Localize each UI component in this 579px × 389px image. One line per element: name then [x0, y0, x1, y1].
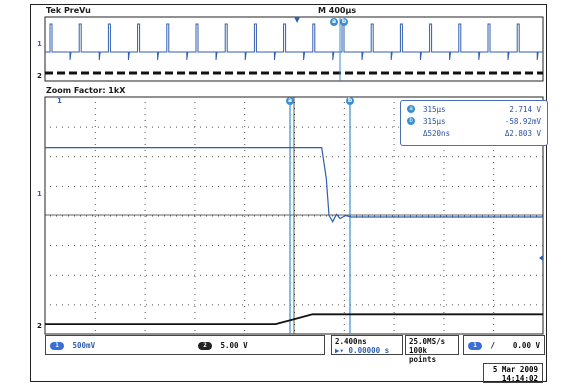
acquisition-settings[interactable]: 25.0MS/s 100k points	[405, 335, 459, 364]
cursor-b-time: 315µs	[423, 117, 446, 126]
ch1-waveform	[45, 147, 543, 223]
header-brand: Tek PreVu	[46, 6, 91, 15]
overview-ch2-ref-marker: 2	[37, 72, 42, 80]
cursor-readout-row-delta: Δ520ns Δ2.803 V	[401, 129, 547, 139]
horizontal-settings[interactable]: 2.400ns ▶▾ 0.00000 s	[331, 335, 403, 355]
overview-waveform	[45, 23, 543, 61]
trigger-source-badge: 1	[468, 342, 482, 350]
date-label: 5 Mar 2009	[492, 365, 538, 374]
channel-scale-bar[interactable]: 1 500mV 2 5.00 V	[45, 335, 325, 355]
ch1-scale: 500mV	[72, 341, 96, 350]
cursor-readout-row-a: a 315µs 2.714 V	[401, 105, 547, 115]
cursor-readout-panel: a 315µs 2.714 V b 315µs -58.92mV Δ520ns …	[400, 100, 548, 146]
overview-cursor-marker-b[interactable]: b	[340, 18, 348, 26]
ch1-top-marker: 1	[57, 97, 62, 105]
header-mode: PreVu	[63, 6, 91, 15]
ch2-ground-marker: 2	[37, 322, 42, 330]
time-offset: ▶▾ 0.00000 s	[335, 346, 390, 355]
cursor-b-marker[interactable]: b	[346, 97, 354, 105]
cursor-delta-time: Δ520ns	[423, 129, 451, 138]
ch2-waveform	[45, 313, 543, 325]
cursor-a-marker[interactable]: a	[286, 97, 294, 105]
time-scale: 2.400ns	[335, 337, 367, 346]
ch2-scale: 5.00 V	[220, 341, 248, 350]
time-label: 14:14:02	[501, 374, 538, 383]
overview-graticule	[44, 16, 544, 82]
cursor-a-icon: a	[407, 105, 415, 113]
header-timebase: M 400µs	[318, 6, 357, 15]
sample-rate: 25.0MS/s	[409, 337, 446, 346]
cursor-a-time: 315µs	[423, 105, 446, 114]
record-length: 100k points	[409, 346, 437, 364]
ch1-ground-marker: 1	[37, 190, 42, 198]
overview-ch1-ref-marker: 1	[37, 40, 42, 48]
trigger-position-icon: ▼	[294, 15, 301, 24]
ch1-badge: 1	[50, 342, 64, 350]
overview-cursor-marker-a[interactable]: a	[330, 18, 338, 26]
timestamp: 5 Mar 2009 14:14:02	[483, 363, 543, 383]
cursor-b-value: -58.92mV	[504, 117, 541, 126]
cursor-delta-value: Δ2.803 V	[504, 129, 541, 138]
cursor-readout-row-b: b 315µs -58.92mV	[401, 117, 547, 127]
trigger-level: 0.00 V	[512, 341, 540, 350]
trigger-slope-icon: /	[490, 341, 496, 350]
ch1-right-marker	[539, 255, 543, 261]
zoom-factor-label: Zoom Factor: 1kX	[46, 86, 126, 95]
ch2-badge: 2	[198, 342, 212, 350]
cursor-a-value: 2.714 V	[509, 105, 541, 114]
trigger-settings[interactable]: 1 / 0.00 V	[463, 335, 545, 355]
cursor-b-icon: b	[407, 117, 415, 125]
